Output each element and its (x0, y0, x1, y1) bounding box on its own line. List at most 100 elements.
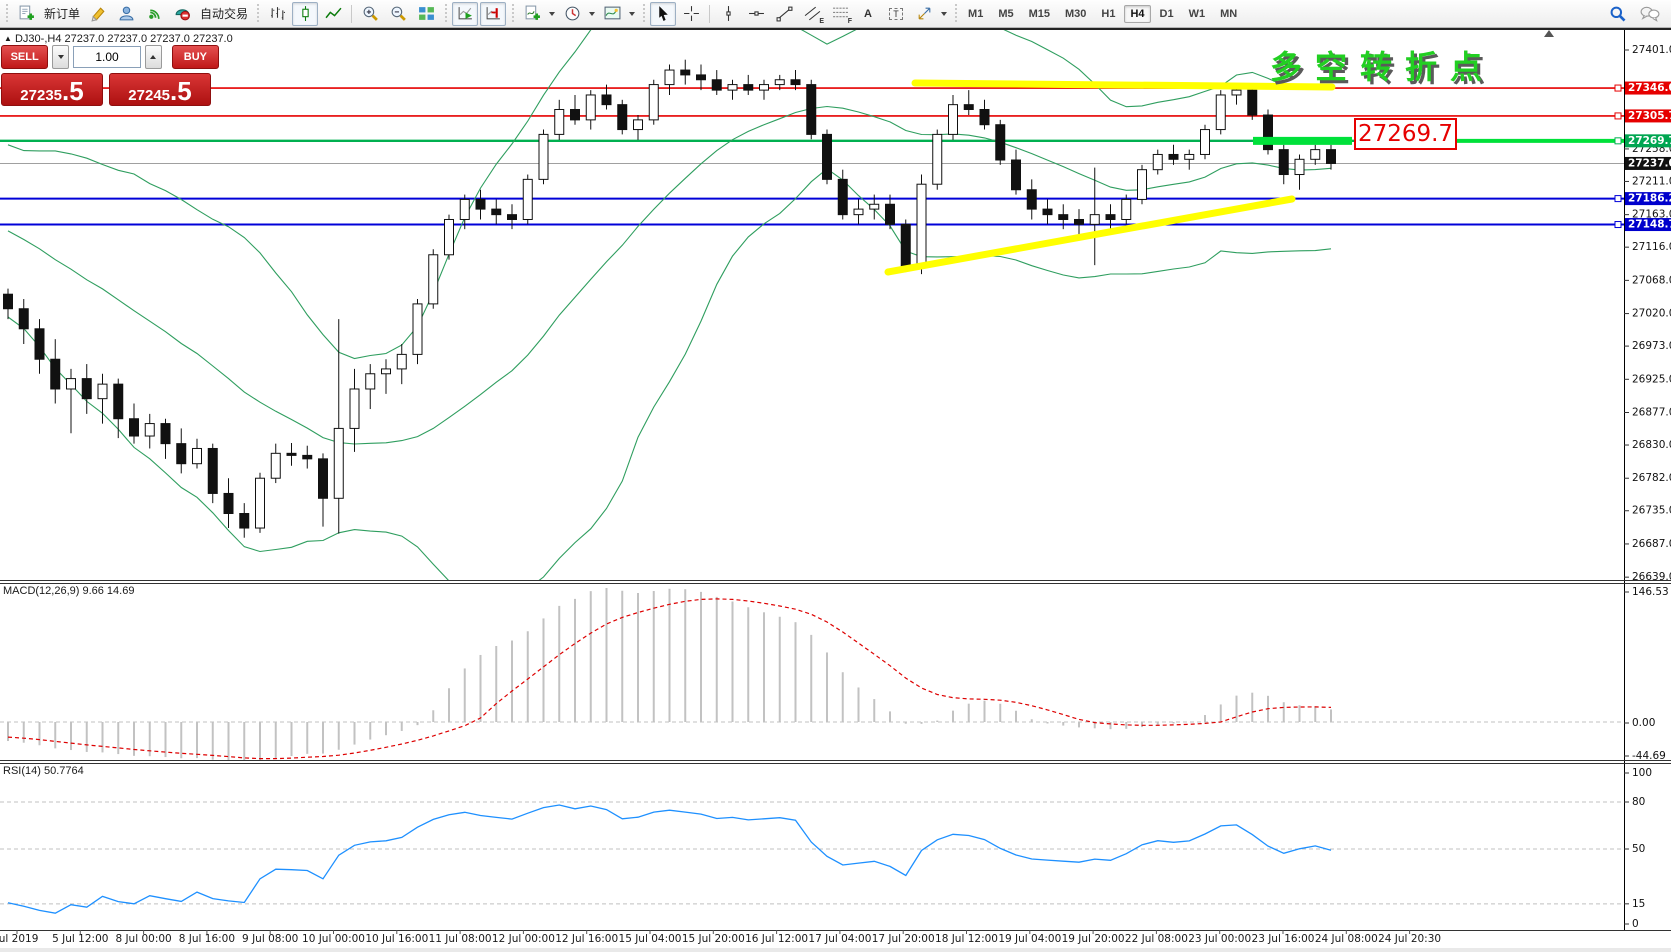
bar-chart-button[interactable] (264, 2, 290, 26)
time-axis-label: 8 Jul 00:00 (115, 933, 171, 945)
time-axis-label: 10 Jul 00:00 (302, 933, 365, 945)
symbol-name: DJ30-,H4 (14, 33, 62, 45)
toolbar-grip[interactable] (255, 3, 261, 24)
line-end-marker[interactable] (1614, 112, 1622, 120)
fibonacci-tool[interactable]: F (827, 2, 853, 26)
periods-dropdown[interactable] (587, 3, 597, 25)
price-callout-box[interactable]: 27269.7 (1354, 118, 1457, 150)
volume-increase-button[interactable] (145, 45, 162, 69)
arrows-dropdown[interactable] (939, 3, 949, 25)
toolbar-grip[interactable] (510, 3, 516, 24)
timeframe-m5[interactable]: M5 (998, 7, 1014, 20)
line-end-marker[interactable] (1614, 137, 1622, 145)
text-tool[interactable]: A (855, 2, 881, 26)
crosshair-tool-button[interactable] (678, 2, 704, 26)
template-dropdown[interactable] (627, 3, 637, 25)
timeframe-h1[interactable]: H1 (1101, 7, 1116, 20)
sell-button[interactable]: SELL (1, 45, 49, 69)
buy-button[interactable]: BUY (171, 45, 219, 69)
timeframe-m30[interactable]: M30 (1065, 7, 1087, 20)
horizontal-line-tool[interactable] (743, 2, 769, 26)
candle-body (680, 69, 691, 76)
buy-price-display[interactable]: 27245.5 (109, 73, 211, 106)
toolbar-grip[interactable] (4, 3, 9, 24)
candle-body (1184, 153, 1195, 160)
chat-button[interactable] (1637, 2, 1663, 26)
price-axis-label: 27020.0 (1632, 308, 1671, 320)
toolbar-grip[interactable] (641, 3, 647, 24)
auto-scroll-button[interactable] (452, 1, 479, 26)
volume-decrease-button[interactable] (52, 45, 69, 69)
toolbar-grip[interactable] (443, 3, 449, 24)
candle-body (192, 447, 202, 465)
price-tag (1625, 156, 1671, 170)
tile-windows-button[interactable] (413, 2, 439, 26)
bollinger-band-line (7, 105, 1332, 445)
volume-input[interactable] (73, 46, 141, 68)
timeframe-m1[interactable]: M1 (968, 7, 984, 20)
price-tag (1625, 218, 1671, 232)
candle-body (1168, 153, 1179, 160)
cursor-tool-button[interactable] (650, 1, 677, 26)
new-order-label[interactable]: 新订单 (44, 7, 81, 21)
candle-body (444, 218, 454, 256)
timeframe-d1[interactable]: D1 (1159, 7, 1174, 20)
turning-point-annotation[interactable]: 多空转折点 (1270, 49, 1496, 85)
price-axis-label: 27211.0 (1632, 175, 1671, 187)
text-label-tool[interactable]: T (883, 2, 909, 26)
chart-shift-marker[interactable] (1544, 30, 1554, 37)
periods-button[interactable] (559, 2, 585, 26)
signal-icon (148, 9, 160, 19)
time-axis-label: 18 Jul 12:00 (935, 933, 998, 945)
candle-body (507, 214, 517, 220)
candle-body (176, 443, 187, 465)
arrows-tool[interactable] (911, 2, 937, 26)
candle-body (1042, 208, 1053, 216)
one-click-collapse-icon[interactable]: ▲ (4, 34, 12, 43)
line-chart-button[interactable] (320, 2, 346, 26)
candle-body (160, 423, 171, 445)
crayon-button[interactable] (85, 2, 111, 26)
timeframe-h4[interactable]: H4 (1124, 4, 1151, 23)
yellow-trendline[interactable] (911, 79, 1336, 91)
symbol-header: ▲ DJ30-,H4 27237.0 27237.0 27237.0 27237… (4, 33, 233, 45)
timeframe-mn[interactable]: MN (1220, 7, 1238, 20)
candle-body (1200, 129, 1210, 155)
time-axis-label: 11 Jul 08:00 (429, 933, 492, 945)
new-order-button[interactable] (13, 2, 39, 26)
candle-body (381, 368, 391, 375)
triangle-down-icon (57, 55, 64, 59)
vertical-line-tool[interactable] (715, 2, 741, 26)
toolbar-grip[interactable] (953, 3, 959, 24)
trendline-tool[interactable] (771, 2, 797, 26)
line-end-marker[interactable] (1614, 84, 1622, 92)
price-axis-label: 27068.0 (1632, 274, 1671, 286)
autotrade-button[interactable] (169, 2, 195, 26)
candlestick-chart-button[interactable] (292, 1, 319, 26)
line-end-marker[interactable] (1614, 195, 1622, 203)
zoom-out-button[interactable] (385, 2, 411, 26)
main-price-pane (0, 30, 1624, 580)
signal-button[interactable] (141, 2, 167, 26)
profile-button[interactable] (113, 2, 139, 26)
time-axis-label: 22 Jul 08:00 (1125, 933, 1188, 945)
timeframe-m15[interactable]: M15 (1028, 7, 1050, 20)
search-button[interactable] (1605, 2, 1631, 26)
indicators-dropdown[interactable] (547, 3, 557, 25)
zoom-in-button[interactable] (357, 2, 383, 26)
sell-price-display[interactable]: 27235.5 (1, 73, 103, 106)
indicators-button[interactable] (519, 2, 545, 26)
macd-indicator-label: MACD(12,26,9) 9.66 14.69 (3, 585, 135, 597)
template-button[interactable] (599, 2, 625, 26)
yellow-trendline[interactable] (884, 195, 1296, 276)
chart-shift-button[interactable] (480, 1, 507, 26)
candle-body (963, 104, 974, 110)
price-tag-label: 27186.2 (1628, 193, 1671, 205)
autotrade-label[interactable]: 自动交易 (200, 7, 249, 21)
line-end-marker[interactable] (1614, 221, 1622, 229)
crosshair-icon (683, 6, 699, 21)
channel-tool[interactable]: E (799, 2, 825, 26)
timeframe-w1[interactable]: W1 (1188, 7, 1206, 20)
template-icon (604, 6, 620, 20)
